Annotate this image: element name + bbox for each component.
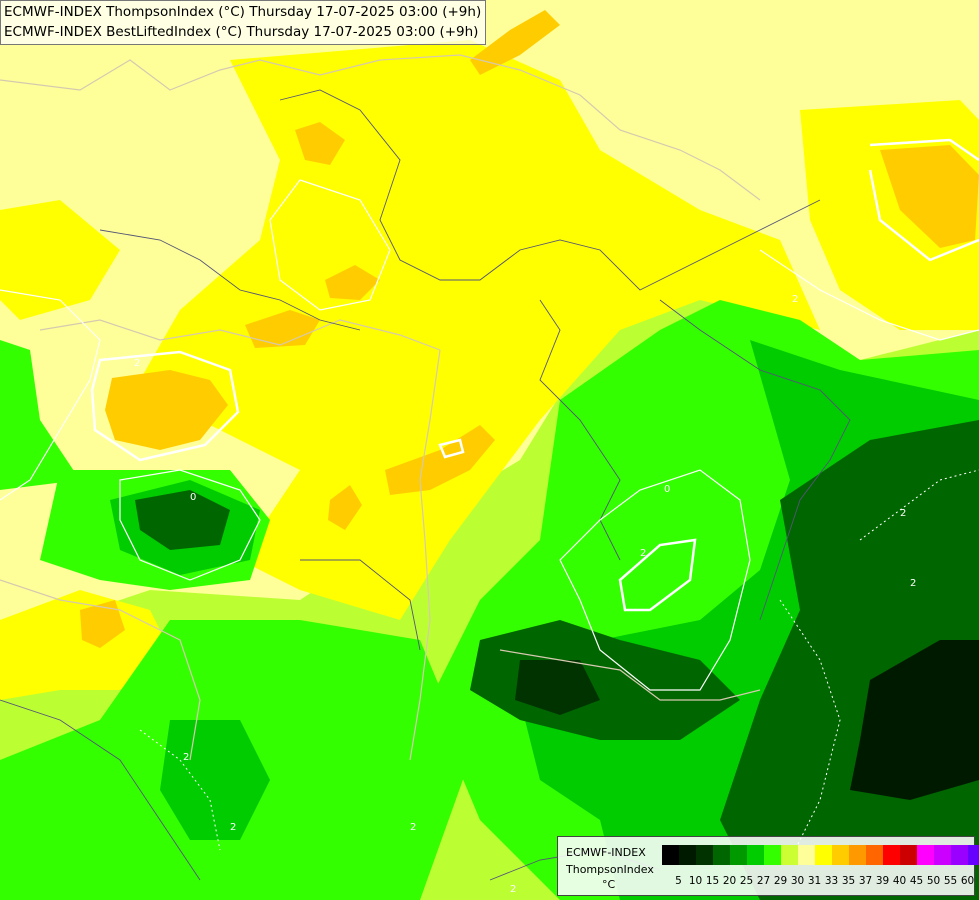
legend-model: ECMWF-INDEX <box>566 846 646 859</box>
legend-swatch <box>917 845 934 865</box>
field-orange-6 <box>245 310 320 348</box>
legend-tick-label: 40 <box>892 875 907 887</box>
legend-ticks: 5 10 15 20 25 27 29 30 31 33 35 37 39 40 45 50 55 60 <box>662 875 976 887</box>
field-darkgreen-south <box>470 620 740 740</box>
field-orange-8 <box>80 600 125 648</box>
legend-swatch <box>900 845 917 865</box>
legend-swatch <box>849 845 866 865</box>
contour-label: 2 <box>410 822 416 833</box>
legend-tick-label: 15 <box>705 875 720 887</box>
legend-tick-label: 30 <box>790 875 805 887</box>
legend-tick-label: 39 <box>875 875 890 887</box>
legend-tick-label: 29 <box>773 875 788 887</box>
field-green-west <box>0 340 80 490</box>
legend-tick-label: 5 <box>675 875 682 887</box>
legend-swatch <box>713 845 730 865</box>
legend-swatch <box>934 845 951 865</box>
legend-swatch <box>798 845 815 865</box>
legend-swatch <box>815 845 832 865</box>
legend-swatch <box>747 845 764 865</box>
title-bestlifted: ECMWF-INDEX BestLiftedIndex (°C) Thursda… <box>4 24 479 40</box>
legend-tick-label: 31 <box>807 875 822 887</box>
legend-tick-label: 27 <box>756 875 771 887</box>
legend-tick-label: 60 <box>960 875 975 887</box>
field-orange-3 <box>328 485 362 530</box>
legend-tick-label: 37 <box>858 875 873 887</box>
legend-tick-label: 55 <box>943 875 958 887</box>
legend-tick-label: 33 <box>824 875 839 887</box>
contour-label: 2 <box>640 548 646 559</box>
field-midgreen-south <box>160 720 270 840</box>
field-yellow-west <box>0 200 120 320</box>
legend-tick-label: 50 <box>926 875 941 887</box>
field-orange-7 <box>880 145 979 248</box>
field-orange-9 <box>470 10 560 75</box>
contour-label: 2 <box>510 884 516 895</box>
contour-label: 2 <box>792 294 798 305</box>
contour-label-group: 2 2 2 2 0 2 2 0 2 2 2 <box>134 294 916 895</box>
legend-tick-label: 25 <box>739 875 754 887</box>
legend-parameter: ThompsonIndex <box>566 863 654 876</box>
legend-swatch <box>764 845 781 865</box>
field-darkgreen-w <box>135 490 230 550</box>
legend-swatch <box>662 845 679 865</box>
legend-swatches <box>662 845 979 865</box>
field-darkest <box>850 640 979 800</box>
legend-swatch <box>781 845 798 865</box>
color-legend: ECMWF-INDEX ThompsonIndex °C 5 10 15 20 25 27… <box>557 836 979 896</box>
contour-label: 2 <box>230 822 236 833</box>
field-orange-5 <box>325 265 380 300</box>
contour-label: 0 <box>664 484 670 495</box>
contour-dotted <box>139 469 979 861</box>
legend-swatch <box>951 845 968 865</box>
legend-tick-label: 20 <box>722 875 737 887</box>
legend-tick-label: 45 <box>909 875 924 887</box>
title-thompson: ECMWF-INDEX ThompsonIndex (°C) Thursday … <box>4 4 482 20</box>
field-yellow-sw <box>0 590 170 700</box>
contour-label: 2 <box>900 508 906 519</box>
field-darkest-2 <box>515 660 600 715</box>
field-yellow <box>140 40 820 620</box>
legend-swatch <box>696 845 713 865</box>
legend-swatch <box>730 845 747 865</box>
legend-swatch <box>832 845 849 865</box>
map-title-box: ECMWF-INDEX ThompsonIndex (°C) Thursday … <box>0 0 487 45</box>
contour-label: 0 <box>190 492 196 503</box>
contour-label: 2 <box>910 578 916 589</box>
contour-label: 2 <box>183 752 189 763</box>
legend-tick-label: 35 <box>841 875 856 887</box>
legend-swatch <box>968 845 979 865</box>
field-orange-4 <box>295 122 345 165</box>
contour-lines-thin <box>0 179 979 691</box>
contour-label: 2 <box>134 358 140 369</box>
legend-swatch <box>883 845 900 865</box>
legend-swatch <box>866 845 883 865</box>
legend-tick-label: 10 <box>688 875 703 887</box>
border-lines <box>0 54 761 761</box>
legend-swatch <box>679 845 696 865</box>
contour-lines <box>90 138 979 612</box>
legend-unit: °C <box>602 878 616 891</box>
field-orange-1 <box>105 370 228 450</box>
field-orange-2 <box>385 425 495 495</box>
